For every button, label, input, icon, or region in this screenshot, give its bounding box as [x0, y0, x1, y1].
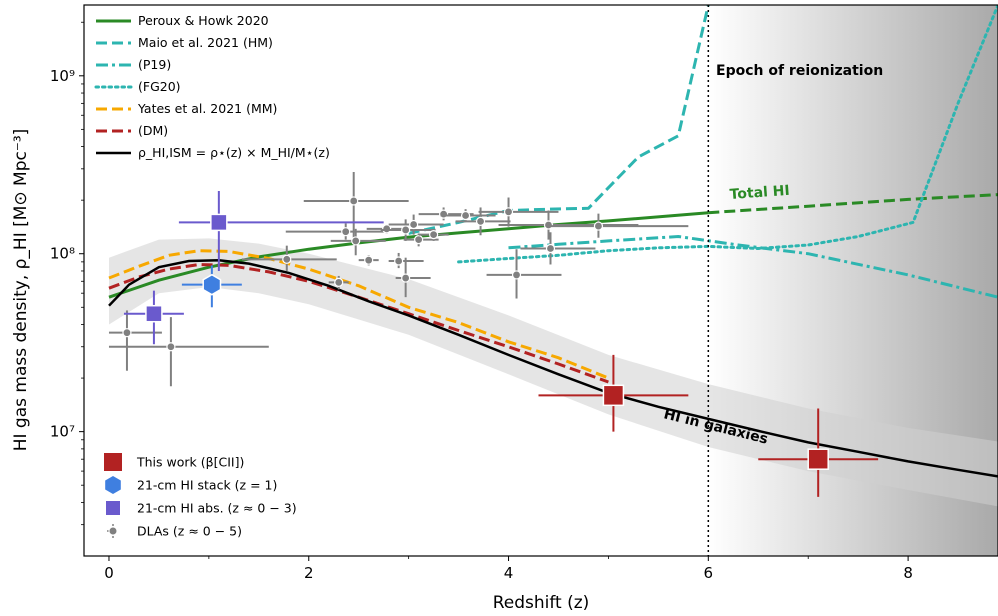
- abs-point: [145, 304, 163, 323]
- series-line-7: [108, 258, 998, 478]
- this-work-point: [807, 448, 829, 470]
- legend-points: This work (β[CII]) 21-cm HI stack (z = 1)…: [104, 453, 297, 539]
- legend-marker: [106, 501, 120, 515]
- series-line-1: [708, 193, 998, 215]
- stack-point: [202, 273, 222, 296]
- legend-line-label: Yates et al. 2021 (MM): [137, 101, 277, 116]
- dla-point: [401, 225, 411, 235]
- legend-line-label: (P19): [138, 57, 171, 72]
- dla-point: [409, 219, 419, 230]
- x-tick-label: 0: [104, 564, 114, 582]
- dla-point: [349, 196, 359, 206]
- dla-point: [414, 235, 424, 245]
- y-tick-label: 10⁹: [50, 67, 75, 85]
- dla-point: [166, 342, 176, 352]
- dla-point: [511, 270, 522, 280]
- dla-point: [382, 224, 392, 234]
- plot-frame: [83, 4, 998, 557]
- legend-point-label: 21-cm HI abs. (z ≈ 0 − 3): [137, 501, 297, 516]
- legend-marker: [104, 453, 122, 471]
- legend-marker: [108, 526, 118, 536]
- legend-line-label: (DM): [138, 123, 168, 138]
- x-tick-label: 4: [504, 564, 514, 582]
- x-axis-label: Redshift (z): [493, 593, 590, 613]
- total-hi-label: Total HI: [729, 183, 790, 203]
- legend-line-label: (FG20): [138, 79, 181, 94]
- y-tick-label: 10⁷: [50, 423, 75, 441]
- abs-point: [210, 213, 228, 232]
- x-tick-label: 8: [903, 564, 913, 582]
- dla-point: [545, 243, 556, 254]
- legend-marker: [105, 476, 121, 494]
- y-axis-label: HI gas mass density, ρ_HI [M⊙ Mpc⁻³]: [11, 129, 31, 452]
- legend-line-label: ρ_HI,ISM = ρ⋆(z) × M_HI/M⋆(z): [138, 145, 330, 160]
- x-tick-label: 6: [704, 564, 714, 582]
- legend-line-label: Peroux & Howk 2020: [138, 13, 269, 28]
- dla-point: [341, 227, 351, 237]
- dla-point: [364, 255, 374, 265]
- dla-point: [593, 221, 604, 231]
- dla-point: [503, 207, 514, 217]
- dla-point: [439, 209, 449, 219]
- dla-point: [460, 210, 471, 221]
- series-line-5: [108, 249, 609, 380]
- dla-point: [122, 328, 132, 338]
- dla-point: [334, 277, 344, 287]
- dla-point: [429, 230, 439, 240]
- dla-point: [351, 236, 361, 246]
- y-tick-label: 10⁸: [50, 245, 75, 263]
- dla-point: [394, 256, 404, 266]
- dla-point: [282, 254, 292, 264]
- legend-lines: Peroux & Howk 2020 Maio et al. 2021 (HM) (…: [94, 13, 330, 160]
- legend-point-label: This work (β[CII]): [136, 455, 244, 470]
- legend-line-label: Maio et al. 2021 (HM): [138, 35, 273, 50]
- this-work-point: [602, 384, 625, 407]
- x-tick-label: 2: [304, 564, 314, 582]
- legend-point-label: 21-cm HI stack (z = 1): [137, 478, 277, 493]
- legend-point-label: DLAs (z ≈ 0 − 5): [137, 524, 242, 539]
- reionization-label: Epoch of reionization: [716, 63, 883, 79]
- dla-point: [401, 273, 411, 283]
- dla-point: [475, 216, 486, 226]
- series-line-2: [408, 5, 710, 235]
- dla-point: [543, 220, 554, 230]
